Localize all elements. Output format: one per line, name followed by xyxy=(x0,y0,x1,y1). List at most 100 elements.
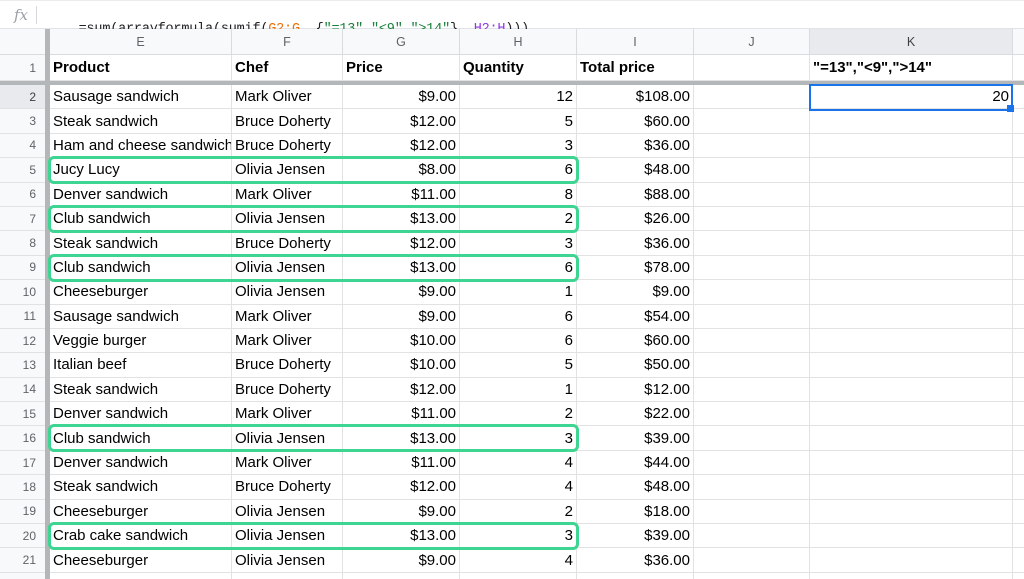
cell-chef[interactable]: Mark Oliver xyxy=(232,85,343,110)
cell-l[interactable] xyxy=(1013,182,1024,207)
cell-j[interactable] xyxy=(694,328,810,354)
cell-l[interactable] xyxy=(1013,255,1024,281)
cell-j[interactable] xyxy=(694,499,810,525)
cell-total-price[interactable]: $88.00 xyxy=(577,182,694,207)
cell-quantity[interactable]: 2 xyxy=(460,402,577,427)
column-header[interactable]: K xyxy=(810,29,1013,55)
cell-price[interactable]: $13.00 xyxy=(343,524,460,549)
cell-price[interactable]: $10.00 xyxy=(343,328,460,354)
cell-k[interactable]: 20 xyxy=(810,85,1013,110)
column-header[interactable]: G xyxy=(343,29,460,55)
cell-total-price[interactable]: $22.00 xyxy=(577,402,694,427)
cell-total-price[interactable]: $48.00 xyxy=(577,158,694,183)
cell-l[interactable] xyxy=(1013,206,1024,232)
row-number[interactable]: 12 xyxy=(0,328,45,354)
cell-price[interactable]: $9.00 xyxy=(343,548,460,573)
cell-product[interactable]: Denver sandwich xyxy=(50,182,232,207)
cell-l[interactable] xyxy=(1013,109,1024,134)
cell-l[interactable] xyxy=(1013,499,1024,525)
cell-j[interactable] xyxy=(694,377,810,403)
cell-price[interactable]: $9.00 xyxy=(343,280,460,305)
cell-quantity[interactable]: 6 xyxy=(460,255,577,281)
cell-k[interactable] xyxy=(810,304,1013,329)
cell-j[interactable] xyxy=(694,524,810,549)
cell-j[interactable] xyxy=(694,255,810,281)
cell-j[interactable] xyxy=(694,304,810,329)
cell-l[interactable] xyxy=(1013,85,1024,110)
cell-price[interactable]: $9.00 xyxy=(343,499,460,525)
cell-total-price[interactable]: $26.00 xyxy=(577,206,694,232)
cell-product[interactable]: Cheeseburger xyxy=(50,548,232,573)
cell-price[interactable]: $11.00 xyxy=(343,402,460,427)
cell-total-price[interactable]: $39.00 xyxy=(577,524,694,549)
cell-k[interactable] xyxy=(810,450,1013,476)
cell-chef[interactable]: Mark Oliver xyxy=(232,182,343,207)
row-number[interactable]: 1 xyxy=(0,55,45,81)
cell-chef[interactable]: Olivia Jensen xyxy=(232,499,343,525)
cell-chef[interactable]: Olivia Jensen xyxy=(232,426,343,451)
cell-quantity[interactable]: 5 xyxy=(460,353,577,378)
cell-chef[interactable]: Olivia Jensen xyxy=(232,206,343,232)
row-number[interactable]: 6 xyxy=(0,182,45,207)
cell-l[interactable] xyxy=(1013,475,1024,500)
cell-total-price[interactable]: $36.00 xyxy=(577,548,694,573)
cell-quantity[interactable]: 3 xyxy=(460,426,577,451)
cell-l[interactable] xyxy=(1013,548,1024,573)
row-number[interactable]: 13 xyxy=(0,353,45,378)
cell-j[interactable] xyxy=(694,231,810,256)
cell-k[interactable] xyxy=(810,328,1013,354)
cell-j[interactable] xyxy=(694,182,810,207)
cell-total-price[interactable]: $50.00 xyxy=(577,353,694,378)
cell-l[interactable] xyxy=(1013,280,1024,305)
cell-k[interactable] xyxy=(810,377,1013,403)
cell-total-price[interactable]: $36.00 xyxy=(577,133,694,159)
cell-price[interactable]: $12.00 xyxy=(343,231,460,256)
cell-chef[interactable]: Olivia Jensen xyxy=(232,548,343,573)
cell-price[interactable]: $9.00 xyxy=(343,304,460,329)
cell-product[interactable]: Jucy Lucy xyxy=(50,158,232,183)
select-all-corner[interactable] xyxy=(0,29,45,55)
cell-quantity[interactable]: 4 xyxy=(460,548,577,573)
cell-l[interactable] xyxy=(1013,426,1024,451)
cell-k[interactable] xyxy=(810,109,1013,134)
cell-price[interactable]: $9.00 xyxy=(343,85,460,110)
cell-total-price[interactable]: $60.00 xyxy=(577,109,694,134)
cell-price[interactable]: $11.00 xyxy=(343,182,460,207)
cell-chef[interactable]: Bruce Doherty xyxy=(232,133,343,159)
cell-k[interactable] xyxy=(810,499,1013,525)
row-number[interactable]: 20 xyxy=(0,524,45,549)
cell-product[interactable]: Crab cake sandwich xyxy=(50,524,232,549)
cell-total-price[interactable] xyxy=(577,572,694,579)
cell-product[interactable]: Steak sandwich xyxy=(50,475,232,500)
cell-k[interactable] xyxy=(810,280,1013,305)
cell-quantity[interactable]: 1 xyxy=(460,280,577,305)
cell-j[interactable] xyxy=(694,133,810,159)
cell-price[interactable]: $12.00 xyxy=(343,133,460,159)
cell-quantity[interactable]: 2 xyxy=(460,206,577,232)
cell-price[interactable] xyxy=(343,572,460,579)
cell-l[interactable] xyxy=(1013,524,1024,549)
cell-l[interactable] xyxy=(1013,450,1024,476)
cell-criteria-header[interactable]: "=13","<9",">14" xyxy=(810,55,1013,81)
row-number[interactable]: 2 xyxy=(0,85,45,110)
cell-price-header[interactable]: Price xyxy=(343,55,460,81)
cell-k[interactable] xyxy=(810,572,1013,579)
cell-product[interactable]: Cheeseburger xyxy=(50,499,232,525)
cell-price[interactable]: $8.00 xyxy=(343,158,460,183)
cell-j[interactable] xyxy=(694,450,810,476)
cell-l1[interactable] xyxy=(1013,55,1024,81)
row-number[interactable]: 11 xyxy=(0,304,45,329)
cell-total-price[interactable]: $48.00 xyxy=(577,475,694,500)
cell-chef[interactable]: Bruce Doherty xyxy=(232,353,343,378)
row-number[interactable]: 5 xyxy=(0,158,45,183)
cell-product-header[interactable]: Product xyxy=(50,55,232,81)
column-header[interactable]: H xyxy=(460,29,577,55)
cell-total-price[interactable]: $9.00 xyxy=(577,280,694,305)
cell-j[interactable] xyxy=(694,280,810,305)
cell-l[interactable] xyxy=(1013,328,1024,354)
cell-k[interactable] xyxy=(810,475,1013,500)
cell-l[interactable] xyxy=(1013,231,1024,256)
row-number[interactable]: 15 xyxy=(0,402,45,427)
cell-l[interactable] xyxy=(1013,133,1024,159)
cell-product[interactable]: Steak sandwich xyxy=(50,231,232,256)
